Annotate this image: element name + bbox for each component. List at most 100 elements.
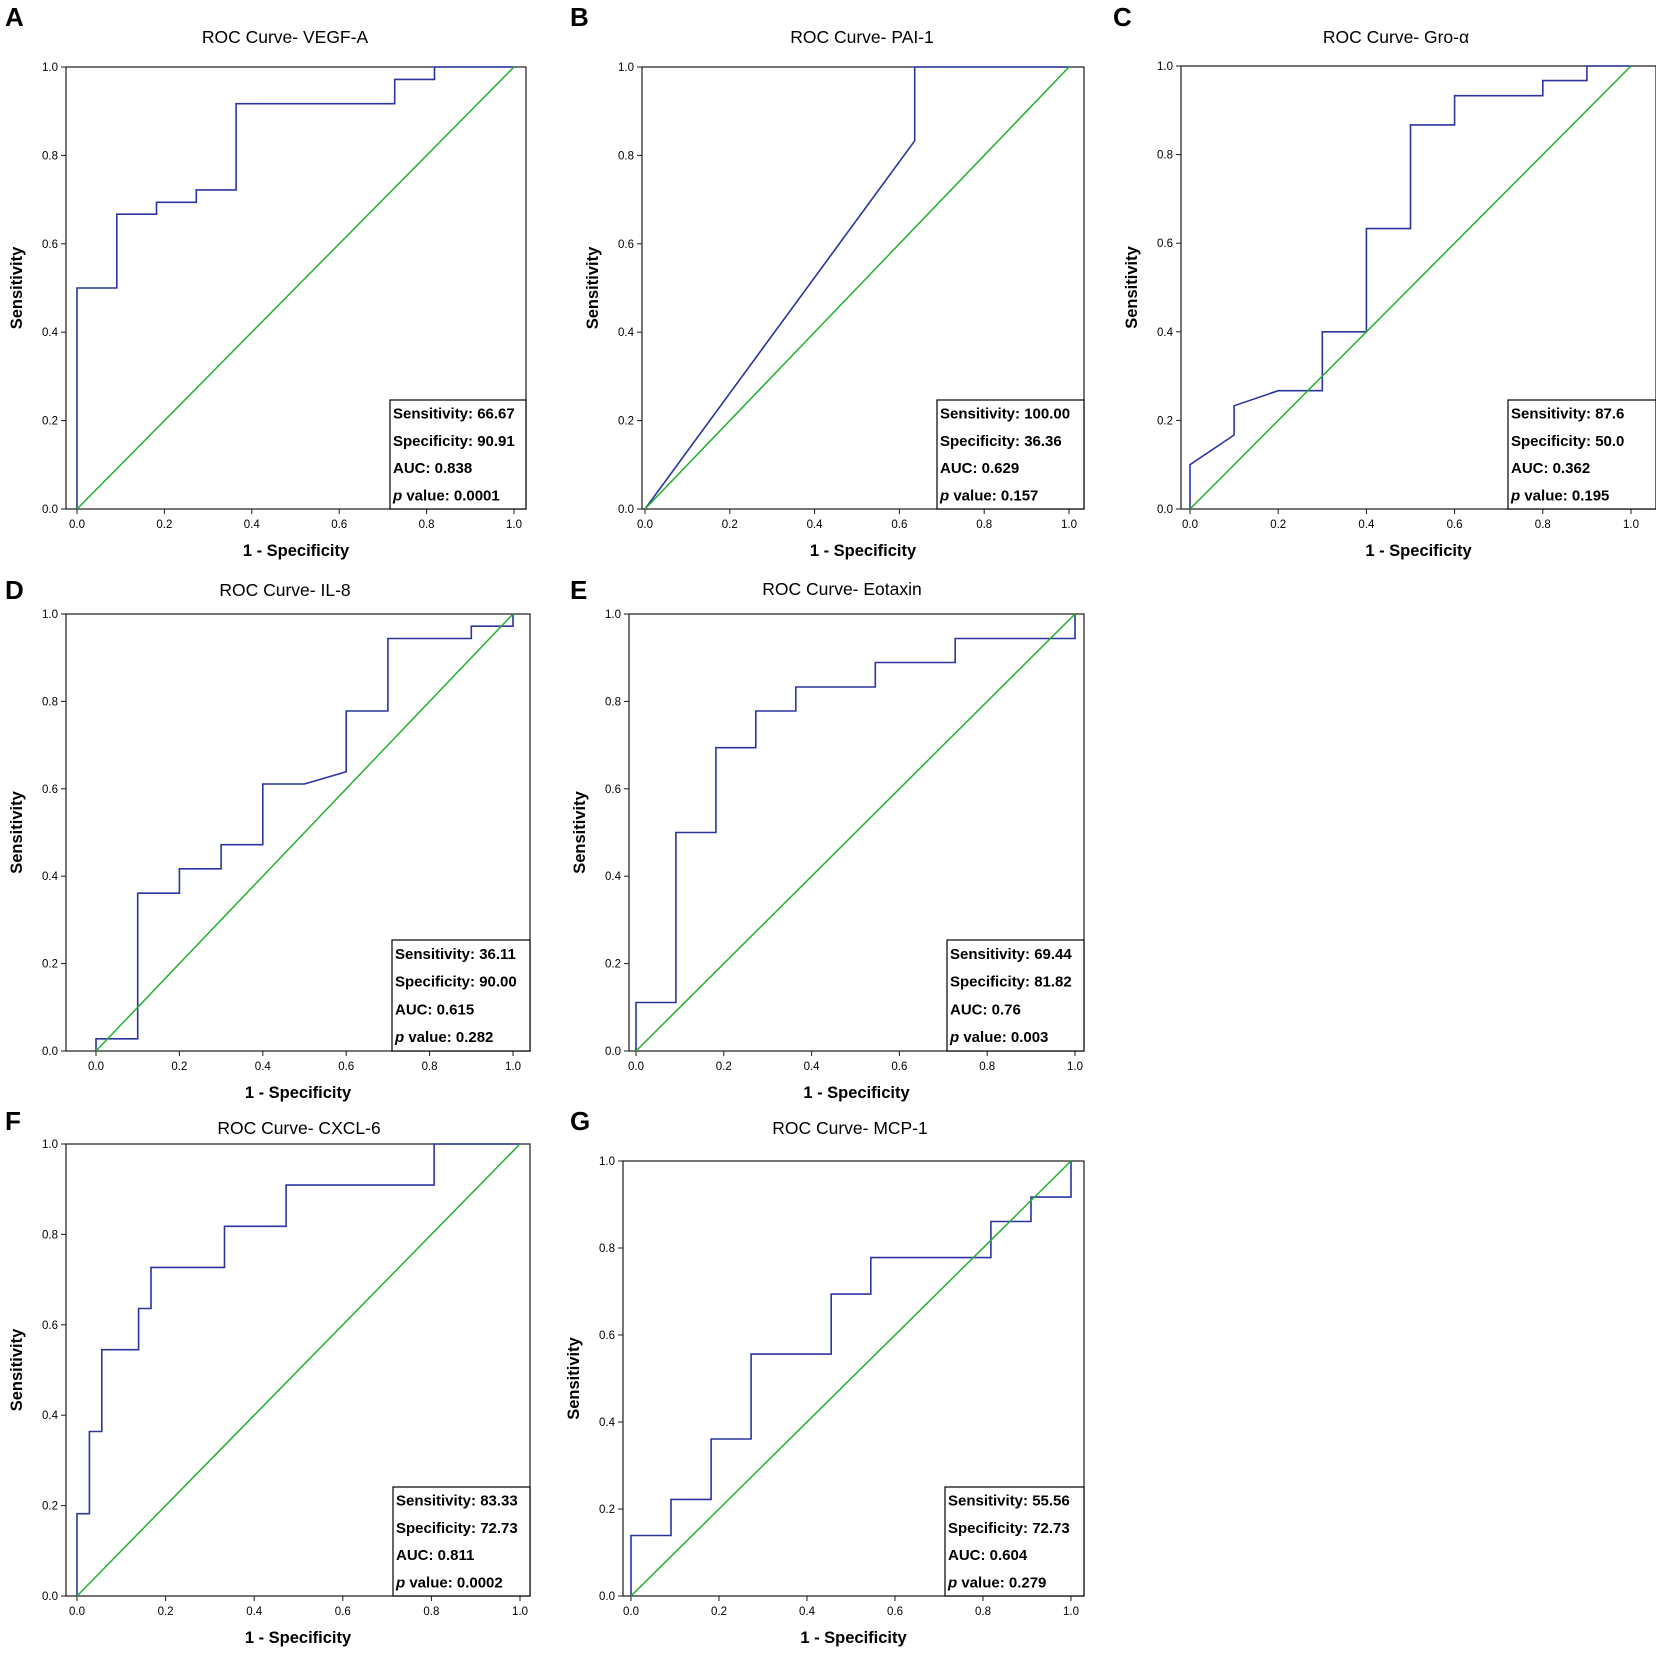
roc-curve-e	[635, 614, 1076, 1051]
stat-row: Sensitivity: 66.67	[393, 406, 515, 423]
reference-line-b	[644, 66, 1070, 510]
plot-title-e: ROC Curve- Eotaxin	[762, 579, 922, 599]
panel-letter-f: F	[5, 1106, 21, 1136]
y-axis-label-c: Sensitivity	[1123, 245, 1141, 328]
y-tick-label: 1.0	[1157, 61, 1173, 73]
y-tick-label: 0.4	[42, 871, 59, 883]
reference-line-d	[95, 613, 514, 1052]
x-tick-label: 0.0	[1182, 519, 1198, 531]
y-tick-label: 1.0	[42, 1139, 58, 1151]
x-tick-label: 0.4	[255, 1061, 272, 1073]
x-tick-label: 0.0	[69, 1606, 85, 1618]
y-tick-label: 0.4	[605, 871, 622, 883]
x-tick-label: 0.0	[623, 1606, 639, 1618]
panel-letter-a: A	[5, 2, 24, 32]
x-tick-label: 0.4	[244, 519, 261, 531]
stat-row: Sensitivity: 55.56	[948, 1493, 1070, 1510]
stat-row: AUC: 0.604	[948, 1547, 1028, 1564]
panel-letter-e: E	[570, 575, 587, 605]
x-axis-label-d: 1 - Specificity	[245, 1084, 352, 1102]
x-tick-label: 0.6	[331, 519, 347, 531]
stats-box-frame	[944, 1486, 1085, 1597]
plot-frame-a	[65, 66, 527, 510]
stats-box-f: Sensitivity: 83.33 Specificity: 72.73 AUC:…	[392, 1486, 531, 1597]
y-axis-label-a: Sensitivity	[8, 246, 26, 329]
x-tick-label: 0.4	[246, 1606, 263, 1618]
stat-row: p value: 0.0001	[392, 487, 500, 504]
x-tick-label: 1.0	[512, 1606, 528, 1618]
y-tick-label: 0.6	[42, 1320, 58, 1332]
plot-frame-b	[641, 66, 1085, 510]
stat-row: Sensitivity: 69.44	[950, 946, 1072, 963]
y-tick-label: 0.0	[42, 504, 58, 516]
y-tick-label: 0.2	[1157, 415, 1173, 427]
stat-row: AUC: 0.615	[395, 1001, 474, 1018]
roc-curve-f	[76, 1143, 520, 1596]
y-tick-label: 1.0	[42, 609, 58, 621]
x-tick-label: 1.0	[1061, 519, 1077, 531]
stats-box-frame	[392, 1486, 531, 1597]
x-tick-label: 0.8	[422, 1061, 438, 1073]
reference-line-f	[76, 1143, 521, 1597]
stat-row: p value: 0.279	[947, 1574, 1046, 1591]
stats-box-g: Sensitivity: 55.56 Specificity: 72.73 AUC:…	[944, 1486, 1085, 1597]
x-tick-label: 0.4	[807, 519, 824, 531]
y-tick-label: 0.8	[599, 1243, 615, 1255]
stat-row: Sensitivity: 83.33	[396, 1493, 518, 1510]
x-tick-label: 0.2	[171, 1061, 187, 1073]
stats-box-b: Sensitivity: 100.00 Specificity: 36.36 AUC…	[936, 399, 1085, 510]
stat-row: Specificity: 50.0	[1511, 433, 1624, 450]
stat-row: Specificity: 72.73	[396, 1520, 518, 1537]
y-tick-label: 0.2	[605, 959, 621, 971]
stat-row: AUC: 0.811	[396, 1547, 474, 1564]
x-tick-label: 0.6	[338, 1061, 354, 1073]
stat-row: Specificity: 90.00	[395, 974, 517, 991]
stat-row: AUC: 0.362	[1511, 460, 1590, 477]
x-axis-label-f: 1 - Specificity	[245, 1629, 352, 1647]
stat-row: AUC: 0.629	[940, 460, 1019, 477]
y-tick-label: 1.0	[605, 609, 621, 621]
plot-title-c: ROC Curve- Gro-α	[1323, 27, 1469, 47]
x-axis-label-c: 1 - Specificity	[1365, 542, 1472, 560]
stat-row: Sensitivity: 36.11	[395, 946, 516, 963]
x-axis-label-a: 1 - Specificity	[243, 542, 350, 560]
reference-line-a	[76, 66, 515, 510]
x-tick-label: 0.2	[156, 519, 172, 531]
roc-panel-e: E ROC Curve- Eotaxin 0.0 0.2 0.4 0.6 0.8 1.0 0.0…	[570, 575, 1085, 1102]
y-tick-label: 1.0	[599, 1156, 615, 1168]
y-tick-label: 0.2	[42, 1501, 58, 1513]
y-tick-label: 0.8	[42, 1229, 58, 1241]
x-tick-label: 0.8	[1535, 519, 1551, 531]
x-axis-label-b: 1 - Specificity	[810, 542, 917, 560]
y-tick-label: 0.2	[599, 1504, 615, 1516]
stat-row: p value: 0.195	[1510, 487, 1609, 504]
y-axis-label-g: Sensitivity	[565, 1336, 583, 1419]
x-tick-label: 1.0	[505, 1061, 521, 1073]
plot-frame-d	[65, 613, 531, 1052]
x-tick-label: 0.0	[637, 519, 653, 531]
stat-row: Specificity: 90.91	[393, 433, 515, 450]
x-tick-label: 0.8	[419, 519, 435, 531]
x-tick-label: 0.4	[1358, 519, 1375, 531]
plot-title-g: ROC Curve- MCP-1	[772, 1118, 928, 1138]
stat-row: p value: 0.0002	[395, 1574, 503, 1591]
panel-letter-c: C	[1113, 2, 1132, 32]
y-tick-label: 0.2	[42, 959, 58, 971]
plot-frame-f	[65, 1143, 531, 1597]
stat-row: Sensitivity: 100.00	[940, 406, 1070, 423]
x-tick-label: 0.8	[423, 1606, 439, 1618]
x-tick-label: 0.4	[799, 1606, 816, 1618]
y-tick-label: 0.6	[1157, 238, 1173, 250]
y-axis-label-e: Sensitivity	[571, 790, 589, 873]
x-tick-label: 0.6	[335, 1606, 351, 1618]
stats-box-a: Sensitivity: 66.67 Specificity: 90.91 AUC:…	[389, 399, 527, 510]
x-axis-label-e: 1 - Specificity	[803, 1084, 910, 1102]
y-tick-label: 1.0	[618, 62, 634, 74]
x-tick-label: 1.0	[1063, 1606, 1079, 1618]
panel-letter-d: D	[5, 575, 24, 605]
panel-letter-b: B	[570, 2, 589, 32]
panel-letter-g: G	[570, 1106, 590, 1136]
plot-frame-e	[628, 613, 1085, 1052]
x-tick-label: 0.4	[804, 1061, 821, 1073]
